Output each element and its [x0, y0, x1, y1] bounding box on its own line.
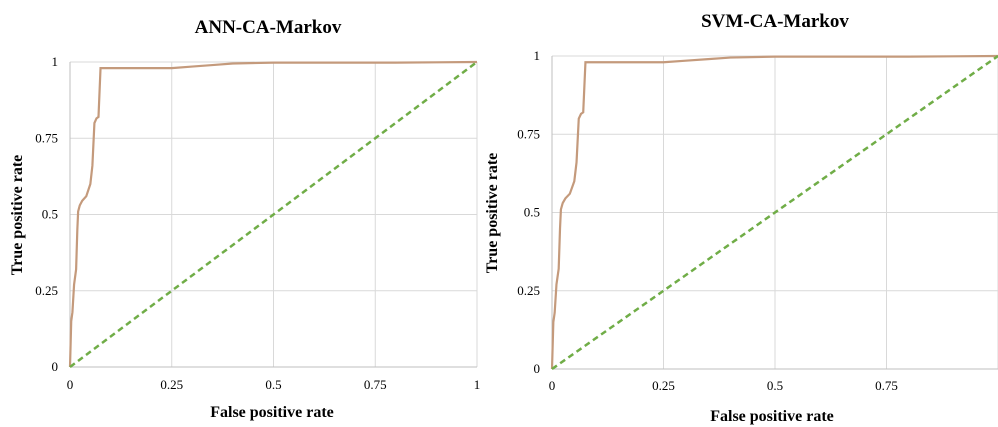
y-tick-label: 0: [52, 359, 59, 374]
x-tick-label: 0.25: [652, 378, 675, 393]
chart-title: ANN-CA-Markov: [195, 17, 342, 38]
x-tick-label: 1: [474, 377, 481, 392]
x-tick-label: 0.75: [875, 378, 898, 393]
plot-area: 0 0.25 0.5 0.75 0 0.25 0.5 0.75 1: [517, 48, 998, 393]
x-tick-label: 0.5: [265, 377, 281, 392]
x-axis-title: False positive rate: [710, 408, 834, 425]
y-tick-label: 0.25: [35, 283, 58, 298]
y-tick-label: 0: [534, 361, 541, 376]
y-tick-label: 0.5: [524, 205, 540, 220]
x-tick-label: 0.5: [767, 378, 783, 393]
diagonal-reference-line: [69, 60, 478, 369]
y-tick-label: 0.75: [35, 130, 58, 145]
y-tick-label: 1: [534, 48, 541, 63]
y-tick-label: 1: [52, 54, 59, 69]
diagonal-reference-line: [551, 54, 998, 371]
roc-curve: [550, 54, 998, 370]
roc-curve: [68, 60, 478, 368]
y-tick-label: 0.25: [517, 283, 540, 298]
chart-panel-ann: ANN-CA-Markov True positive rate False p…: [9, 17, 480, 421]
x-axis-title: False positive rate: [210, 404, 334, 421]
x-tick-label: 0: [549, 378, 556, 393]
y-axis-title: True positive rate: [484, 153, 501, 274]
chart-panel-svm: SVM-CA-Markov True positive rate False p…: [484, 11, 998, 425]
plot-area: 0 0.25 0.5 0.75 1 0 0.25 0.5 0.75 1: [35, 54, 480, 392]
y-tick-label: 0.5: [42, 207, 58, 222]
x-tick-label: 0.75: [364, 377, 387, 392]
y-tick-label: 0.75: [517, 126, 540, 141]
x-tick-label: 0.25: [160, 377, 183, 392]
y-axis-title: True positive rate: [9, 155, 26, 276]
x-tick-label: 0: [67, 377, 74, 392]
chart-title: SVM-CA-Markov: [701, 11, 849, 32]
